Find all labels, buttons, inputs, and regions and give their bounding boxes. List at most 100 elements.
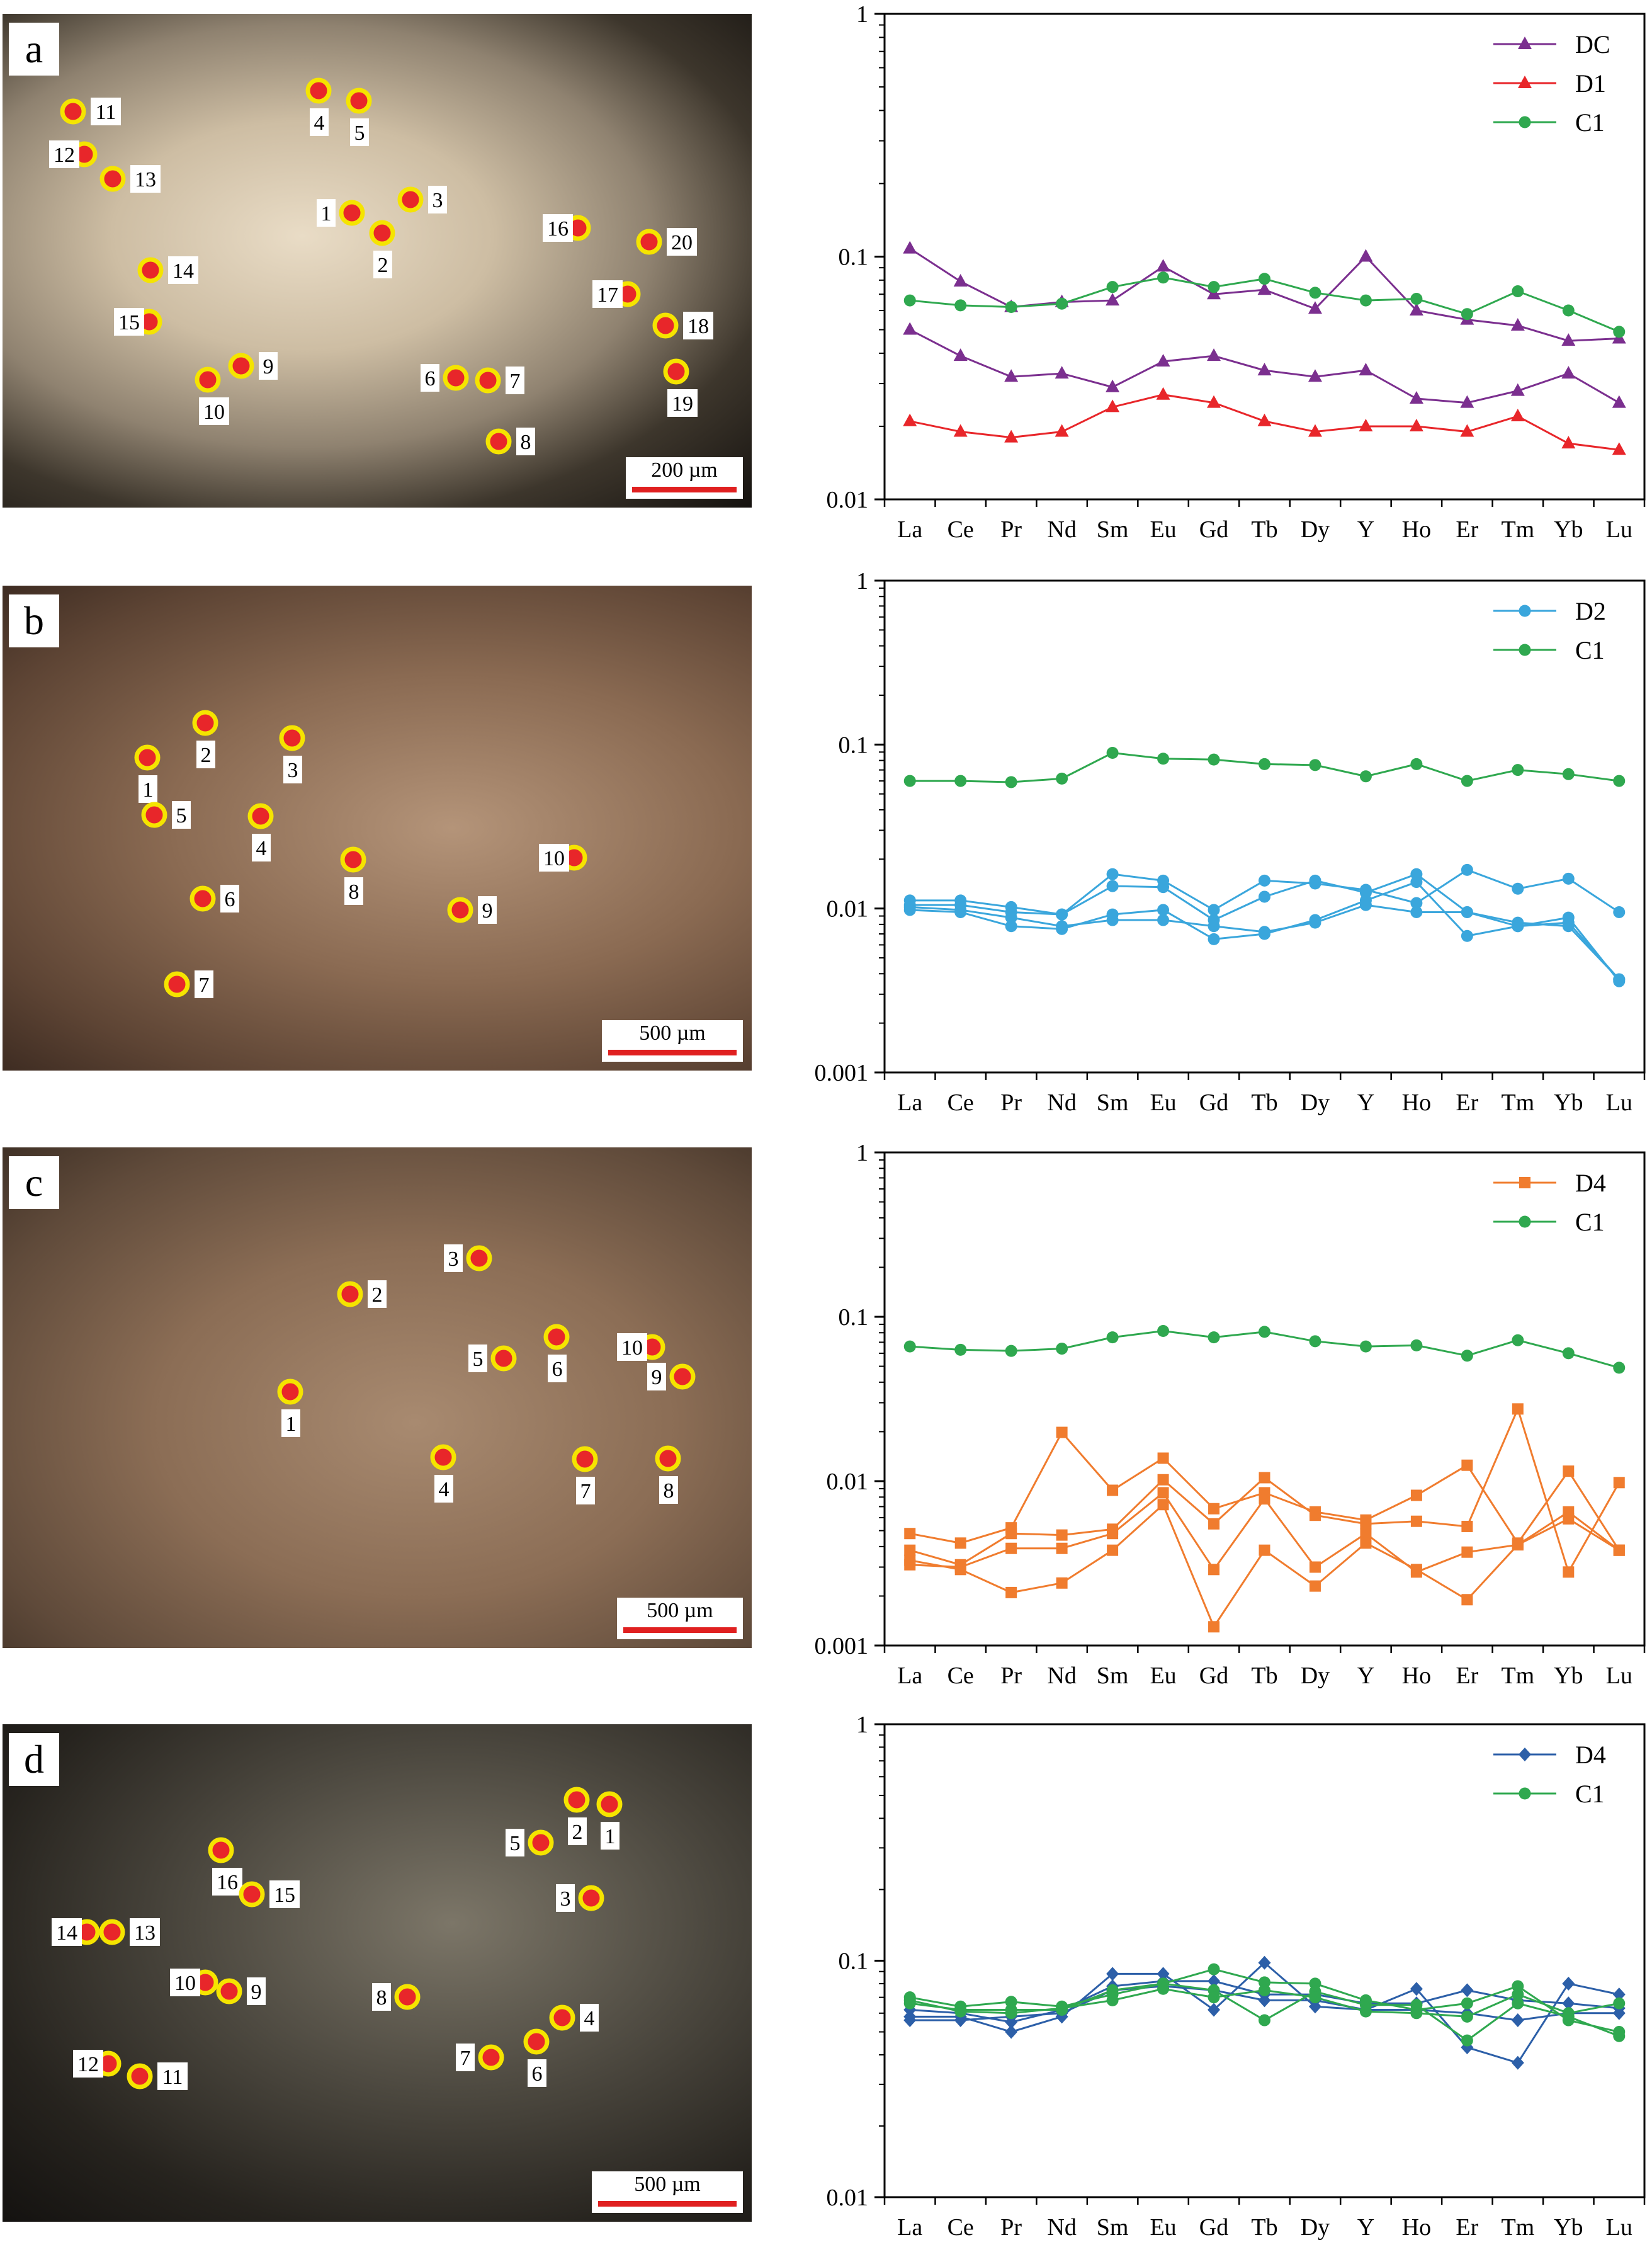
x-tick-label: La — [897, 516, 922, 543]
data-point — [1512, 1334, 1524, 1346]
x-tick-label: Tb — [1251, 1089, 1277, 1116]
data-point — [1563, 1566, 1575, 1578]
data-point — [1005, 1528, 1017, 1540]
legend-entry: DC — [1493, 30, 1610, 59]
x-tick-label: Yb — [1554, 516, 1583, 543]
data-point — [1461, 2034, 1473, 2047]
data-point — [1359, 899, 1372, 911]
scale-bar-label: 500 µm — [647, 1599, 713, 1622]
data-point — [1519, 605, 1531, 617]
spot-number-label: 6 — [532, 2062, 543, 2086]
spot-number-label: 3 — [560, 1887, 571, 1911]
data-point — [1207, 395, 1221, 408]
data-point — [1309, 759, 1321, 771]
data-point — [903, 413, 917, 426]
spot-number-label: 14 — [56, 1921, 77, 1945]
analysis-spot: 2 — [337, 1280, 387, 1308]
spot-number-label: 7 — [199, 974, 210, 997]
data-point — [1461, 1983, 1474, 1998]
x-tick-label: Ce — [948, 1663, 974, 1689]
data-point — [1410, 1566, 1422, 1578]
spot-number-label: 5 — [176, 804, 187, 827]
legend-entry: D4 — [1493, 1169, 1606, 1197]
data-point — [1106, 1331, 1119, 1344]
data-point — [1360, 1537, 1372, 1549]
data-point — [1512, 1980, 1524, 1993]
ree-chart-a: 1 0.1 0.01 La Ce Pr Nd Sm Eu Gd Tb Dy Y Ho Er Tm Yb Lu DC D… — [827, 1, 1646, 543]
analysis-spot: 6 — [543, 1324, 570, 1382]
x-tick-label: Dy — [1301, 516, 1330, 543]
data-point — [1613, 1544, 1625, 1556]
analysis-spot-icon — [572, 1446, 598, 1472]
data-point — [954, 299, 967, 312]
spot-number-label: 11 — [96, 101, 116, 124]
spot-number-label: 8 — [349, 880, 359, 904]
spot-number-label: 16 — [217, 1871, 238, 1894]
data-point — [1461, 775, 1473, 787]
x-tick-label: Ce — [948, 516, 974, 543]
analysis-spot: 1 — [596, 1791, 623, 1850]
y-tick-label: 0.01 — [827, 896, 869, 923]
spot-number-label: 9 — [652, 1366, 662, 1389]
data-point — [1157, 753, 1170, 765]
analysis-spot: 8 — [485, 428, 535, 455]
data-point — [1055, 366, 1069, 379]
data-point — [1561, 436, 1576, 449]
data-point — [1208, 920, 1220, 933]
data-point — [954, 1561, 966, 1573]
data-point — [1005, 776, 1017, 788]
analysis-spot-icon — [99, 166, 126, 192]
y-tick-label: 1 — [856, 1, 868, 28]
x-tick-label: Tb — [1251, 1663, 1277, 1689]
analysis-spot-icon — [192, 710, 218, 736]
data-point — [1259, 890, 1270, 903]
data-point — [1409, 391, 1423, 404]
data-point — [1562, 304, 1575, 317]
legend-label: D2 — [1575, 597, 1606, 625]
x-tick-label: Sm — [1097, 1089, 1129, 1116]
legend-label: D1 — [1575, 69, 1606, 98]
analysis-spot-icon — [141, 802, 167, 828]
legend-label: C1 — [1575, 1208, 1605, 1236]
spot-number-label: 17 — [597, 283, 618, 307]
analysis-spot-icon — [443, 365, 469, 391]
data-point — [1359, 770, 1372, 783]
legend-entry: C1 — [1493, 108, 1605, 137]
data-point — [1106, 1994, 1119, 2006]
data-point — [1259, 1493, 1270, 1505]
analysis-spot-icon — [655, 1445, 681, 1472]
x-tick-label: Lu — [1606, 1089, 1632, 1116]
data-point — [1106, 747, 1119, 759]
legend-label: C1 — [1575, 636, 1605, 664]
y-tick-label: 0.001 — [815, 1633, 869, 1659]
plot-frame — [883, 579, 1646, 1074]
data-point — [1510, 408, 1525, 421]
analysis-spot-icon — [447, 897, 473, 923]
data-point — [1005, 1586, 1017, 1598]
x-tick-label: Er — [1456, 516, 1478, 543]
analysis-spot: 3 — [279, 725, 305, 783]
spot-number-label: 10 — [621, 1336, 643, 1360]
analysis-spot-icon — [523, 2028, 550, 2055]
data-point — [1106, 281, 1119, 293]
data-point — [1519, 644, 1531, 656]
data-point — [1562, 2007, 1575, 2020]
analysis-spot: 5 — [468, 1345, 517, 1372]
data-point — [1359, 418, 1373, 431]
x-tick-label: Tb — [1251, 2214, 1277, 2241]
spot-number-label: 15 — [118, 311, 140, 334]
analysis-spot: 5 — [346, 88, 372, 146]
data-point — [1106, 868, 1119, 880]
x-tick-label: Dy — [1301, 1663, 1330, 1689]
panel-label: c — [9, 1156, 59, 1209]
analysis-spot-icon — [652, 312, 679, 339]
legend-entry: C1 — [1493, 1780, 1605, 1808]
analysis-spot: 16 — [543, 214, 591, 242]
x-tick-label: Ce — [948, 2214, 974, 2241]
analysis-spot: 11 — [60, 98, 121, 125]
ree-chart-d: 1 0.1 0.01 La Ce Pr Nd Sm Eu Gd Tb Dy Y Ho Er Tm Yb Lu D4 C… — [827, 1712, 1646, 2241]
analysis-spot: 15 — [239, 1880, 300, 1908]
analysis-spot: 7 — [475, 367, 524, 394]
data-point — [1257, 282, 1272, 295]
